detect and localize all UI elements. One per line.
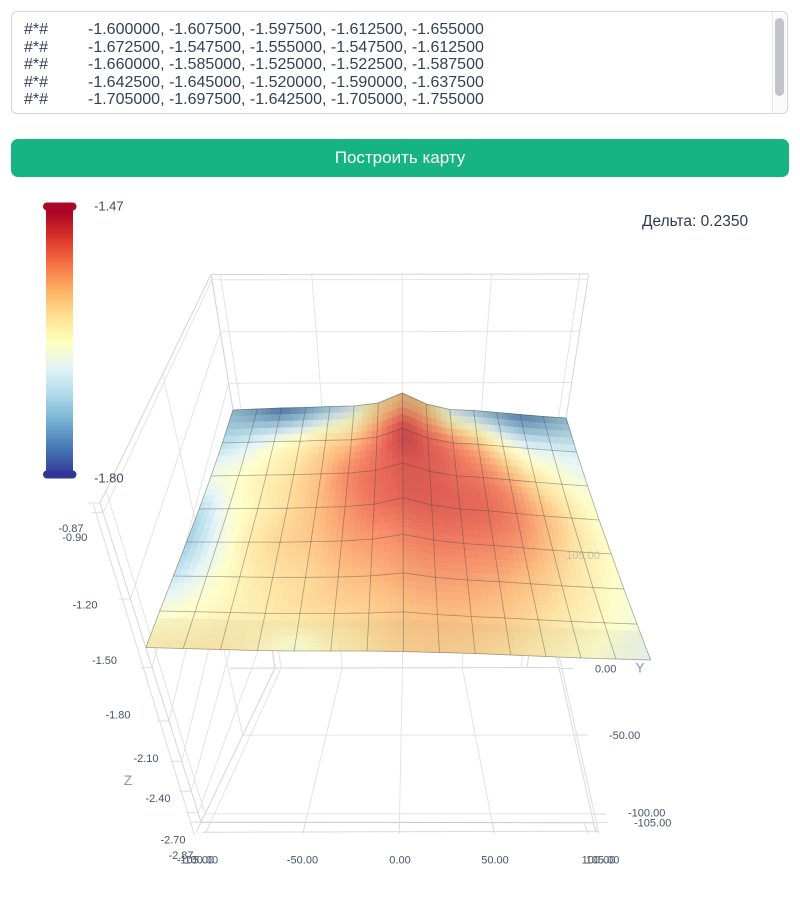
svg-text:105.00: 105.00 bbox=[586, 855, 620, 867]
svg-text:-0.87: -0.87 bbox=[58, 523, 83, 535]
svg-text:105.00: 105.00 bbox=[566, 550, 600, 562]
svg-text:0.00: 0.00 bbox=[595, 664, 616, 676]
svg-text:Дельта: 0.2350: Дельта: 0.2350 bbox=[642, 213, 748, 230]
svg-text:-1.20: -1.20 bbox=[72, 600, 97, 612]
svg-text:-105.00: -105.00 bbox=[634, 818, 671, 830]
svg-text:-1.50: -1.50 bbox=[92, 655, 117, 667]
svg-text:-1.47: -1.47 bbox=[94, 199, 124, 214]
svg-text:-2.40: -2.40 bbox=[145, 793, 170, 805]
svg-text:-1.80: -1.80 bbox=[94, 471, 124, 486]
svg-text:50.00: 50.00 bbox=[481, 855, 509, 867]
svg-text:-105.00: -105.00 bbox=[177, 855, 214, 867]
svg-text:-2.87: -2.87 bbox=[168, 850, 193, 862]
svg-text:-50.00: -50.00 bbox=[287, 855, 318, 867]
svg-text:-100.00: -100.00 bbox=[181, 855, 218, 867]
svg-text:-50.00: -50.00 bbox=[609, 730, 640, 742]
svg-text:0.00: 0.00 bbox=[389, 855, 410, 867]
svg-text:-0.90: -0.90 bbox=[62, 532, 87, 544]
svg-text:Y: Y bbox=[635, 661, 644, 676]
svg-text:-2.70: -2.70 bbox=[160, 835, 185, 847]
svg-text:-100.00: -100.00 bbox=[628, 808, 665, 820]
svg-text:-2.10: -2.10 bbox=[133, 753, 158, 765]
svg-text:Z: Z bbox=[124, 773, 132, 788]
svg-text:-1.80: -1.80 bbox=[105, 709, 130, 721]
svg-text:100.00: 100.00 bbox=[582, 855, 616, 867]
